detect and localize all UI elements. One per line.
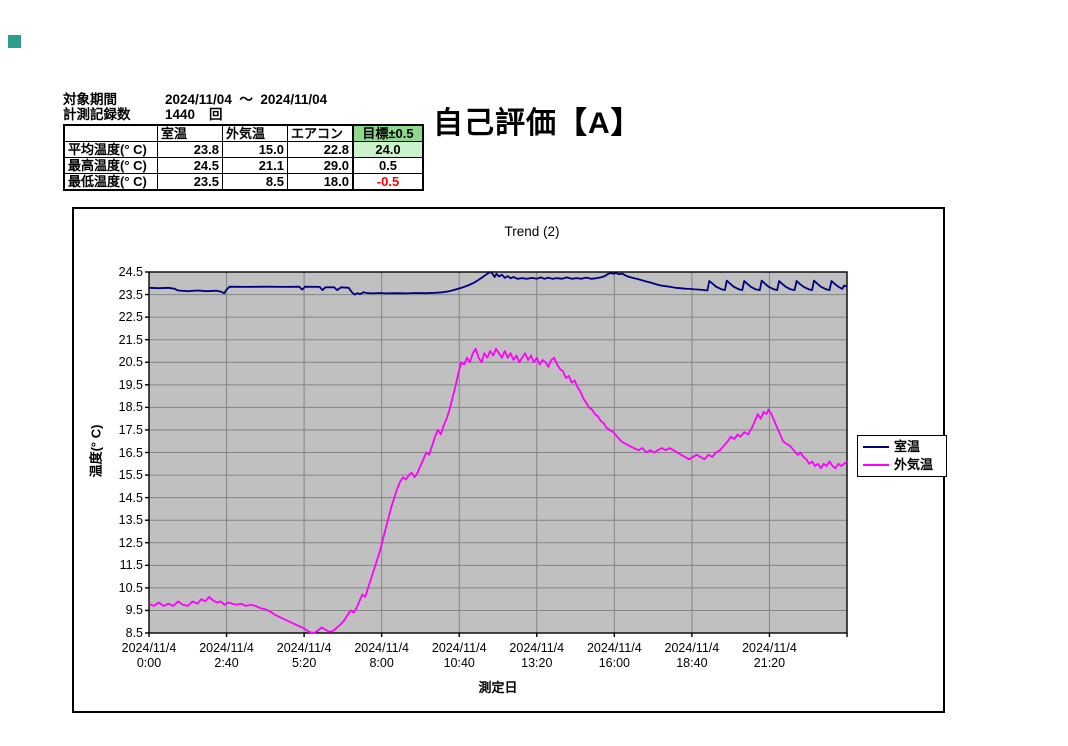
table-corner-cell[interactable] (63, 124, 158, 142)
records-unit: 回 (209, 107, 223, 122)
x-tick-label: 2024/11/4 5:20 (276, 641, 332, 670)
legend-label: 室温 (894, 439, 921, 454)
column-header-2[interactable]: 外気温 (222, 124, 288, 142)
evaluation-title: 自己評価【A】 (433, 107, 642, 140)
series-line-外気温 (148, 347, 848, 634)
table-cell[interactable]: 15.0 (222, 141, 288, 158)
period-label: 対象期間 (63, 92, 117, 107)
table-cell[interactable]: 29.0 (287, 157, 354, 174)
period-row: 対象期間 2024/11/04 ～ 2024/11/04 (63, 92, 327, 107)
x-tick-label: 2024/11/4 10:40 (431, 641, 487, 670)
row-label[interactable]: 最高温度(° C) (63, 157, 158, 174)
legend[interactable]: 室温 外気温 (857, 435, 947, 477)
y-tick-label: 23.5 (118, 287, 143, 302)
teal-accent-square (8, 35, 21, 48)
legend-entry-室温[interactable]: 室温 (858, 438, 946, 456)
legend-entry-外気温[interactable]: 外気温 (858, 456, 946, 474)
table-cell[interactable]: -0.5 (352, 173, 424, 191)
y-tick-label: 19.5 (118, 377, 143, 392)
period-value[interactable]: 2024/11/04 ～ 2024/11/04 (165, 92, 328, 107)
x-tick-label: 2024/11/4 0:00 (121, 641, 177, 670)
records-row: 計測記録数 1440 回 (63, 107, 327, 122)
table-cell[interactable]: 24.0 (352, 141, 424, 158)
table-cell[interactable]: 18.0 (287, 173, 354, 191)
legend-line-sample (863, 446, 889, 448)
y-tick-label: 11.5 (119, 558, 143, 573)
legend-line-sample (863, 464, 889, 466)
y-tick-label: 17.5 (118, 422, 143, 437)
trend-chart[interactable]: Trend (2) 温度(° C) 測定日 室温 外気温 8.5 9.5 10.5 11… (72, 207, 947, 713)
chart-title: Trend (2) (504, 224, 560, 239)
summary-table: 室温 外気温 エアコン 目標±0.5 平均温度(° C) 23.8 15.0 22.8 24.0… (63, 124, 424, 191)
table-cell[interactable]: 24.5 (157, 157, 223, 174)
y-tick-label: 10.5 (118, 580, 143, 595)
table-cell[interactable]: 23.8 (157, 141, 223, 158)
table-cell[interactable]: 23.5 (157, 173, 223, 191)
y-tick-label: 14.5 (118, 490, 143, 505)
y-tick-label: 21.5 (118, 332, 143, 347)
table-cell[interactable]: 22.8 (287, 141, 354, 158)
column-header-4[interactable]: 目標±0.5 (352, 124, 424, 142)
y-tick-label: 9.5 (125, 603, 143, 618)
y-tick-label: 24.5 (118, 265, 143, 279)
plot-area-svg (145, 271, 848, 637)
x-tick-label: 2024/11/4 2:40 (199, 641, 254, 670)
y-tick-label: 15.5 (118, 468, 143, 483)
series-line-室温 (148, 271, 848, 296)
legend-label: 外気温 (894, 457, 934, 472)
y-tick-label: 13.5 (118, 513, 143, 528)
info-block: 対象期間 2024/11/04 ～ 2024/11/04 計測記録数 1440 … (63, 92, 327, 122)
x-tick-label: 2024/11/4 18:40 (664, 641, 720, 670)
x-tick-label: 2024/11/4 13:20 (509, 641, 565, 670)
y-tick-label: 12.5 (118, 535, 143, 550)
table-cell[interactable]: 0.5 (352, 157, 424, 174)
y-tick-label: 20.5 (118, 355, 143, 370)
y-tick-label: 22.5 (118, 310, 143, 325)
x-axis-title: 測定日 (478, 680, 518, 695)
table-cell[interactable]: 21.1 (222, 157, 288, 174)
summary-table-wrap: 室温 外気温 エアコン 目標±0.5 平均温度(° C) 23.8 15.0 22.8 24.0… (63, 124, 424, 191)
x-tick-label: 2024/11/4 16:00 (586, 641, 642, 670)
y-tick-label: 18.5 (118, 400, 143, 415)
column-header-1[interactable]: 室温 (157, 124, 223, 142)
column-header-3[interactable]: エアコン (287, 124, 354, 142)
table-cell[interactable]: 8.5 (222, 173, 288, 191)
x-tick-label: 2024/11/4 21:20 (742, 641, 797, 670)
y-tick-label: 8.5 (125, 626, 143, 640)
x-tick-label: 2024/11/4 8:00 (354, 641, 409, 670)
records-value[interactable]: 1440 (165, 107, 196, 122)
row-label[interactable]: 平均温度(° C) (63, 141, 158, 158)
row-label[interactable]: 最低温度(° C) (63, 173, 158, 191)
records-label: 計測記録数 (63, 107, 131, 122)
y-tick-label: 16.5 (118, 445, 143, 460)
